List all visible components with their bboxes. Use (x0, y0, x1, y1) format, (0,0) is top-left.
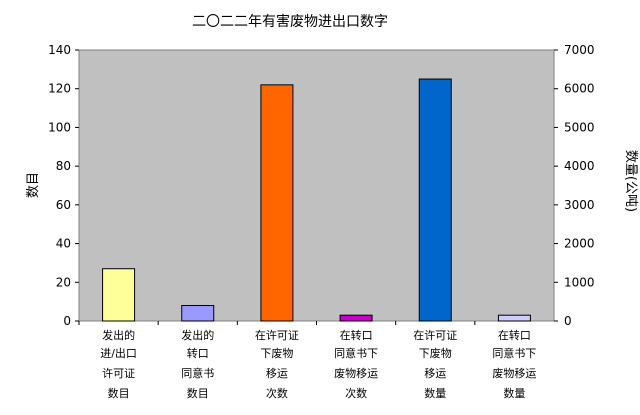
x-tick-label: 发出的 (181, 328, 214, 342)
x-tick-label: 数量 (503, 387, 525, 400)
bar (181, 305, 215, 322)
x-tick-label: 在许可证 (413, 329, 457, 342)
y-tick-label: 140 (48, 43, 71, 57)
x-tick-label: 下废物 (419, 346, 452, 360)
x-tick-label: 数目 (187, 387, 209, 400)
x-tick-label: 许可证 (102, 367, 135, 380)
y2-axis-label: 数量(公吨) (623, 150, 638, 212)
y-tick-label: 80 (56, 159, 71, 173)
bars (102, 78, 531, 322)
x-tick-label: 次数 (266, 386, 288, 400)
y2-tick-label: 2000 (564, 237, 595, 251)
x-tick-label: 次数 (345, 386, 367, 400)
y-tick-label: 40 (56, 237, 71, 251)
x-tick-label: 进/出口 (100, 346, 137, 360)
y2-tick-label: 3000 (564, 198, 595, 212)
left-axis: 0 20 40 60 80 100 120 140 (48, 43, 79, 328)
y-axis-label: 数目 (26, 172, 41, 198)
x-tick-label: 转口 (187, 346, 209, 360)
y2-tick-label: 6000 (564, 82, 595, 96)
x-tick-label: 在转口 (340, 328, 373, 342)
x-tick-label: 移运 (266, 367, 288, 380)
bar (339, 314, 373, 322)
x-tick-label: 在转口 (498, 328, 531, 342)
x-tick-label: 数量 (424, 387, 446, 400)
y-tick-label: 0 (63, 314, 71, 328)
x-tick-label: 移运 (424, 367, 446, 380)
y-tick-label: 20 (56, 275, 71, 289)
y-tick-label: 120 (48, 82, 71, 96)
bar (418, 78, 452, 322)
y2-tick-label: 1000 (564, 275, 595, 289)
y-tick-label: 100 (48, 120, 71, 134)
y2-tick-label: 7000 (564, 43, 595, 57)
x-tick-label: 数目 (108, 387, 130, 400)
y2-tick-label: 4000 (564, 159, 595, 173)
y-tick-label: 60 (56, 198, 71, 212)
x-tick-label: 在许可证 (255, 329, 299, 342)
right-axis: 0 1000 2000 3000 4000 5000 6000 7000 (554, 43, 595, 328)
x-tick-label: 同意书 (181, 366, 214, 380)
chart-title: 二〇二二年有害废物进出口数字 (192, 14, 388, 30)
bar (497, 314, 531, 322)
x-tick-label: 废物移运 (492, 366, 536, 380)
bar (102, 268, 136, 322)
y2-tick-label: 0 (564, 314, 572, 328)
x-tick-label: 下废物 (260, 346, 293, 360)
x-tick-label: 发出的 (102, 328, 135, 342)
plot-area (78, 49, 555, 322)
x-tick-label: 废物移运 (334, 366, 378, 380)
x-tick-label: 同意书下 (334, 346, 378, 360)
x-tick-label: 同意书下 (492, 346, 536, 360)
bar (260, 84, 294, 322)
y2-tick-label: 5000 (564, 120, 595, 134)
